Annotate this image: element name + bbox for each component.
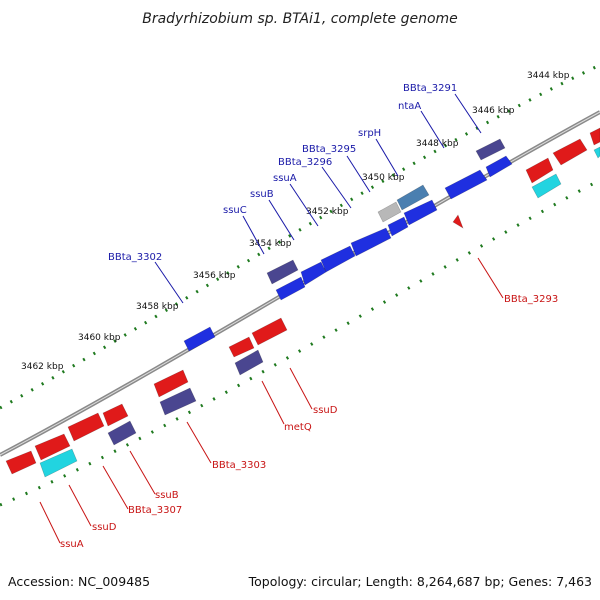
tick-label: 3450 kbp: [362, 173, 405, 183]
gene-feature-ssud[interactable]: [34, 433, 71, 461]
gene-label: ssuD: [92, 522, 117, 533]
gene-label: ssuD: [313, 405, 338, 416]
gene-feature[interactable]: [377, 201, 402, 223]
reverse-label-leaders: [39, 257, 504, 544]
forward-strand-genes: [183, 138, 513, 352]
gene-feature[interactable]: [485, 155, 513, 178]
gene-label: ssuB: [250, 189, 274, 200]
gene-feature-bbta-3302[interactable]: [183, 326, 216, 352]
gene-feature[interactable]: [387, 216, 409, 237]
gene-feature[interactable]: [39, 448, 78, 478]
gene-feature[interactable]: [275, 276, 306, 301]
gene-feature[interactable]: [153, 369, 189, 398]
gene-feature-srph[interactable]: [396, 184, 430, 211]
gene-label: ssuC: [223, 205, 247, 216]
gene-label: srpH: [358, 128, 381, 139]
gene-feature-ssuc[interactable]: [266, 259, 299, 285]
gene-feature[interactable]: [589, 127, 600, 146]
gene-label: ssuA: [273, 173, 297, 184]
gene-feature-ssub[interactable]: [102, 403, 129, 427]
forward-gene-labels: BBta_3291 ntaA srpH BBta_3295 BBta_3296 …: [108, 83, 457, 263]
gene-label: BBta_3302: [108, 252, 162, 263]
gene-label: BBta_3295: [302, 144, 356, 155]
gene-feature-ssub[interactable]: [300, 261, 327, 286]
tick-label: 3448 kbp: [416, 139, 459, 149]
gene-feature-bbta-3303[interactable]: [159, 387, 197, 416]
gene-feature-ntaa[interactable]: [444, 169, 488, 200]
gene-feature-ssud[interactable]: [251, 317, 288, 346]
tick-label: 3454 kbp: [249, 239, 292, 249]
outer-tick-ring: [0, 63, 600, 410]
gene-label: BBta_3307: [128, 505, 182, 516]
gene-label: metQ: [284, 422, 312, 433]
gene-feature-ssua[interactable]: [5, 450, 37, 475]
tick-label: 3446 kbp: [472, 106, 515, 116]
gene-feature[interactable]: [593, 146, 600, 159]
gene-label: BBta_3296: [278, 157, 332, 168]
gene-label: ssuA: [60, 539, 84, 550]
gene-label: BBta_3293: [504, 294, 558, 305]
inner-tick-ring: [0, 178, 600, 507]
tick-label: 3456 kbp: [193, 271, 236, 281]
map-title: Bradyrhizobium sp. BTAi1, complete genom…: [142, 11, 458, 27]
topology-text: Topology: circular; Length: 8,264,687 bp…: [248, 574, 592, 589]
gene-feature-bbta-3295[interactable]: [403, 199, 438, 226]
gene-feature-metq[interactable]: [234, 349, 264, 376]
reverse-strand-genes: [5, 127, 600, 478]
gene-label: ssuB: [155, 490, 179, 501]
gene-feature[interactable]: [525, 157, 554, 184]
gene-label: BBta_3303: [212, 460, 266, 471]
gene-label: ntaA: [398, 101, 421, 112]
gene-feature[interactable]: [107, 420, 137, 446]
gene-feature[interactable]: [228, 336, 255, 358]
tick-label: 3460 kbp: [78, 333, 121, 343]
gene-feature-ssua[interactable]: [320, 245, 356, 273]
gene-feature[interactable]: [531, 173, 562, 199]
tick-label: 3458 kbp: [136, 302, 179, 312]
gene-label: BBta_3291: [403, 83, 457, 94]
tick-label: 3452 kbp: [306, 207, 349, 217]
forward-label-leaders: [154, 93, 482, 304]
gene-feature-bbta-3291[interactable]: [475, 138, 506, 161]
gene-feature[interactable]: [552, 138, 588, 166]
gene-feature-bbta-3293[interactable]: [452, 214, 464, 229]
gene-feature-bbta-3296[interactable]: [350, 227, 392, 257]
accession-text: Accession: NC_009485: [8, 574, 150, 589]
tick-label: 3444 kbp: [527, 71, 570, 81]
tick-label: 3462 kbp: [21, 362, 64, 372]
gene-feature-bbta-3307[interactable]: [67, 412, 105, 442]
reverse-gene-labels: BBta_3293 ssuD metQ BBta_3303 ssuB BBta_…: [60, 294, 558, 550]
